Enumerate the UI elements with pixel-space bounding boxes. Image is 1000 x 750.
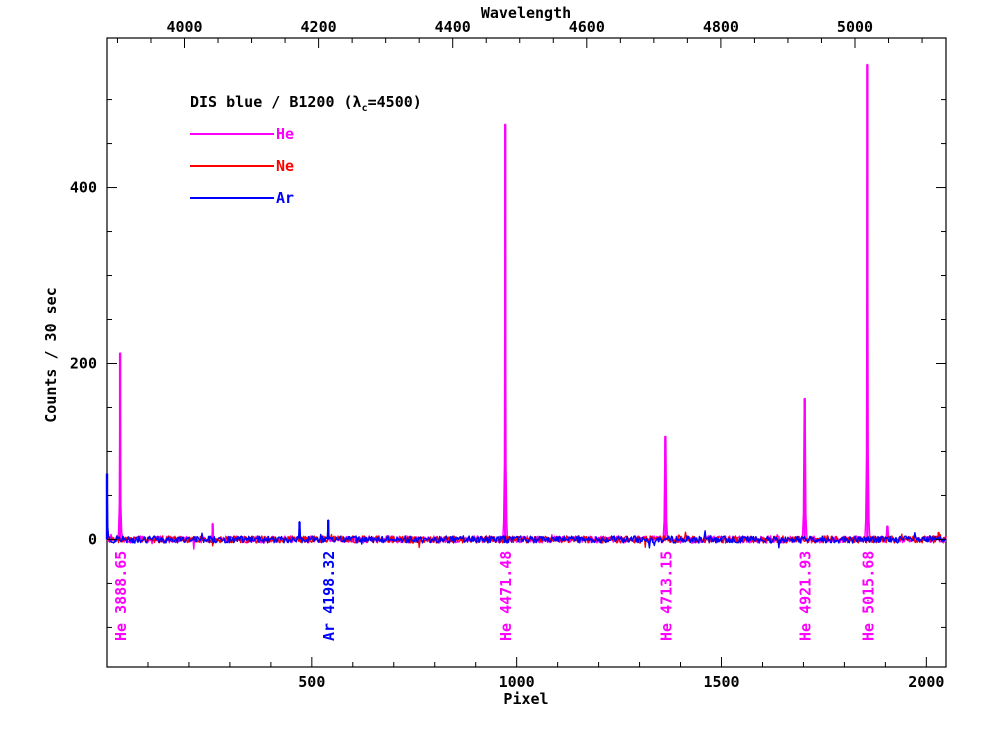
x-axis-title: Pixel [503, 690, 548, 708]
legend-label-he: He [276, 125, 294, 143]
y-tick-label: 0 [88, 530, 97, 548]
legend: He Ne Ar [190, 125, 294, 207]
series-layer [105, 63, 947, 550]
chart-title-tail: =4500) [368, 93, 422, 111]
wavelength-tick-label: 5000 [837, 18, 873, 36]
chart-title: DIS blue / B1200 (λc=4500) [190, 93, 422, 114]
wavelength-tick-label: 4800 [703, 18, 739, 36]
y-tick-label: 400 [70, 179, 97, 197]
x-tick-label: 2000 [908, 673, 944, 691]
plot-frame [106, 37, 947, 668]
line-labels-layer: He 3888.65 Ar 4198.32 He 4471.48 He 4713.15… [112, 551, 877, 641]
chart-title-main: DIS blue / B1200 (λ [190, 93, 362, 111]
line-label: He 4471.48 [497, 551, 515, 641]
y-axis-title: Counts / 30 sec [42, 287, 60, 422]
line-label: He 3888.65 [112, 551, 130, 641]
line-label: He 4713.15 [657, 551, 675, 641]
chart-title-subscript: c [362, 103, 368, 114]
x-tick-label: 500 [298, 673, 325, 691]
series-line-ar [106, 473, 947, 549]
wavelength-tick-label: 4200 [301, 18, 337, 36]
line-label: Ar 4198.32 [320, 551, 338, 641]
x-tick-label: 1000 [499, 673, 535, 691]
legend-label-ar: Ar [276, 189, 294, 207]
line-label: He 4921.93 [797, 551, 815, 641]
wavelength-tick-label: 4000 [166, 18, 202, 36]
wavelength-tick-label: 4400 [435, 18, 471, 36]
top-axis-title: Wavelength [481, 4, 571, 22]
line-label: He 5015.68 [859, 551, 877, 641]
y-tick-label: 200 [70, 354, 97, 372]
ticks-layer: 500 1000 1500 2000 4000 4200 4400 4600 4800 5000 0… [70, 18, 946, 691]
wavelength-tick-label: 4600 [569, 18, 605, 36]
x-tick-label: 1500 [703, 673, 739, 691]
legend-label-ne: Ne [276, 157, 294, 175]
